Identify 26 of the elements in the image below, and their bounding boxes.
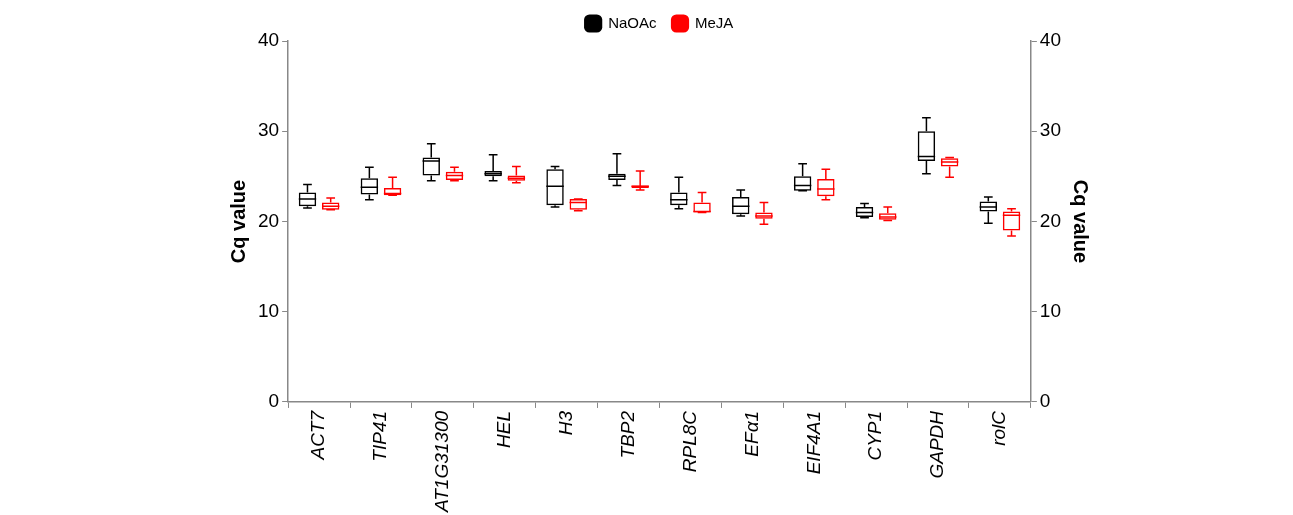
x-tick-label: ACT7 — [307, 409, 329, 461]
x-tick-label: AT1G31300 — [431, 410, 453, 514]
x-tick-label: GAPDH — [926, 410, 948, 479]
x-tick-label: TIP41 — [369, 410, 391, 462]
y2-tick-label: 0 — [1039, 390, 1051, 412]
x-tick-label: rolC — [988, 410, 1010, 446]
x-tick-label: EFα1 — [740, 410, 762, 457]
y-axis-title: Cq value — [226, 179, 249, 264]
y-tick-label: 30 — [257, 119, 280, 141]
legend-label: NaOAc — [608, 13, 657, 31]
x-tick-label: CYP1 — [864, 410, 886, 461]
y-tick-label: 20 — [257, 209, 280, 231]
x-tick-label: HEL — [493, 410, 515, 448]
x-tick-label: RPL8C — [678, 410, 700, 473]
y-tick-label: 40 — [257, 29, 280, 51]
x-tick-label: H3 — [554, 410, 576, 436]
legend-label: MeJA — [695, 13, 734, 31]
y2-axis-title: Cq value — [1070, 179, 1093, 264]
x-tick-label: EIF4A1 — [802, 410, 824, 475]
y2-tick-label: 20 — [1039, 209, 1062, 231]
y2-tick-label: 30 — [1039, 119, 1062, 141]
y-tick-label: 0 — [268, 390, 280, 412]
y2-tick-label: 10 — [1039, 299, 1062, 321]
y-tick-label: 10 — [257, 299, 280, 321]
y2-tick-label: 40 — [1039, 29, 1062, 51]
x-tick-label: TBP2 — [616, 410, 638, 459]
